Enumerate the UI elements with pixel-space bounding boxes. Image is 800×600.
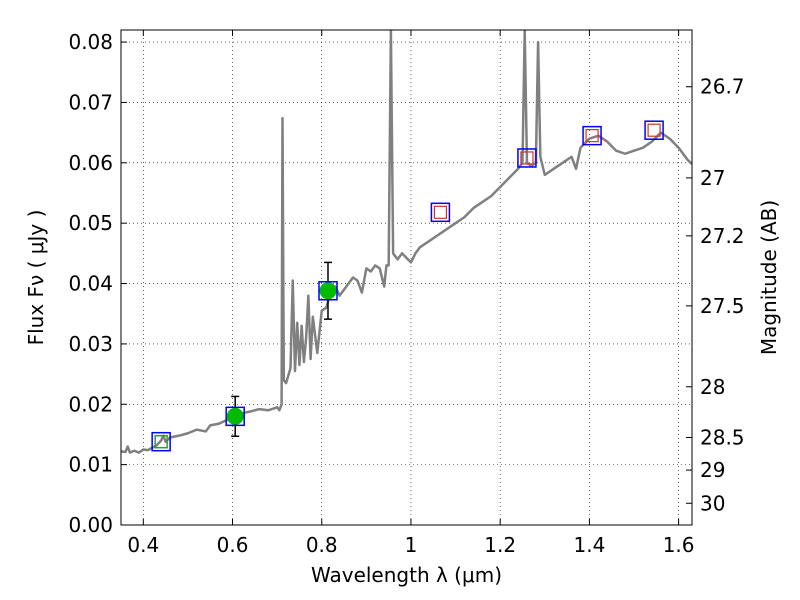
- y-axis-right-label: Magnitude (AB): [757, 200, 781, 355]
- model-square-red: [520, 151, 534, 165]
- model-square-red: [647, 123, 661, 137]
- model-square-blue: [517, 148, 537, 168]
- x-tick-label: 1: [405, 533, 418, 557]
- observed-point: [226, 407, 244, 425]
- y-tick-label: 0.04: [68, 272, 113, 296]
- y-tick-label: 0.08: [68, 30, 113, 54]
- model-square-red: [585, 129, 599, 143]
- x-tick-label: 1.6: [663, 533, 695, 557]
- y-tick-label: 0.06: [68, 151, 113, 175]
- right-tick-label: 28: [700, 375, 725, 399]
- right-tick-label: 30: [700, 491, 725, 515]
- plot-frame: [120, 29, 693, 526]
- observed-point: [154, 434, 168, 449]
- right-tick-label: 27.2: [700, 224, 745, 248]
- model-square-blue: [644, 120, 664, 140]
- y-tick-label: 0.02: [68, 392, 113, 416]
- y-tick-label: 0.05: [68, 211, 113, 235]
- x-tick-label: 0.6: [217, 533, 249, 557]
- x-tick-label: 1.2: [484, 533, 516, 557]
- model-square-blue: [318, 281, 338, 301]
- y-axis-label: Flux Fν ( μJy ): [24, 210, 48, 346]
- y-tick-label: 0.07: [68, 90, 113, 114]
- grid: [121, 30, 692, 526]
- right-tick-label: 26.7: [700, 75, 745, 99]
- x-tick-label: 0.4: [127, 533, 159, 557]
- plot-content: [121, 30, 692, 454]
- right-tick-label: 27.5: [700, 294, 745, 318]
- y-tick-label: 0.01: [68, 453, 113, 477]
- model-square-blue: [225, 406, 245, 427]
- x-tick-label: 1.4: [573, 533, 605, 557]
- ticks: 0.4 0.6 0.8 1 1.2 1.4 1.6 0.00 0.01 0.02 0.03 0.04 0…: [68, 30, 745, 557]
- sed-series-line: [121, 30, 692, 454]
- model-square-red: [433, 205, 448, 219]
- x-axis-label: Wavelength λ (μm): [311, 563, 502, 587]
- model-square-blue: [430, 202, 451, 223]
- right-tick-label: 29: [700, 458, 725, 482]
- x-tick-label: 0.8: [306, 533, 338, 557]
- model-square-blue: [151, 431, 171, 452]
- observed-point: [319, 282, 337, 300]
- model-square-blue: [582, 125, 602, 146]
- y-tick-label: 0.00: [68, 513, 113, 537]
- y-tick-label: 0.03: [68, 332, 113, 356]
- right-tick-label: 28.5: [700, 425, 745, 449]
- right-tick-label: 27: [700, 166, 725, 190]
